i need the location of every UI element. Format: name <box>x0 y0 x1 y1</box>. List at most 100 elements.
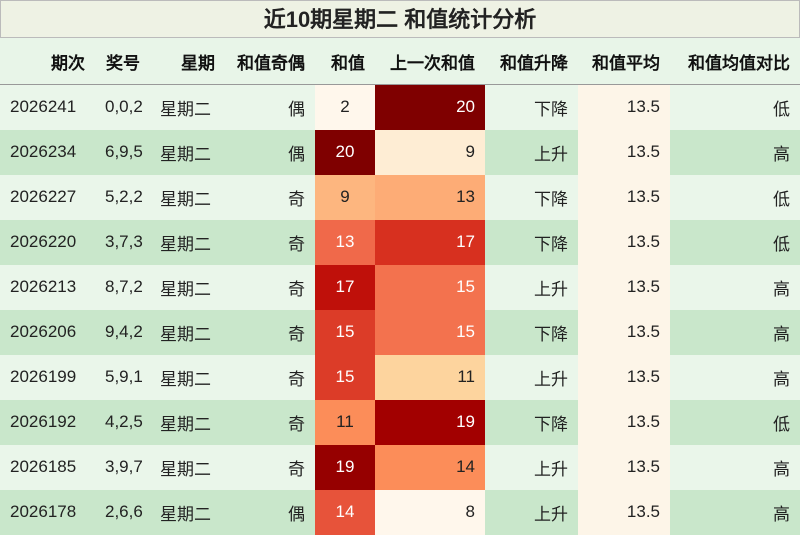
table-cell: 星期二 <box>150 309 225 355</box>
table-cell: 星期二 <box>150 84 225 130</box>
table-cell: 13.5 <box>578 129 670 175</box>
table-cell: 高 <box>670 264 800 310</box>
table-cell: 上升 <box>485 354 578 400</box>
table-cell: 下降 <box>485 174 578 220</box>
table-cell: 9,4,2 <box>95 309 150 355</box>
table-cell: 14 <box>375 444 485 490</box>
table-cell: 15 <box>315 309 375 355</box>
table-cell: 低 <box>670 399 800 445</box>
table-row: 2026192 4,2,5 星期二奇 11 19 下降 13.5 低 <box>0 399 800 445</box>
table-cell: 2026234 <box>0 129 95 175</box>
table-cell: 偶 <box>225 489 315 535</box>
table-cell: 2026199 <box>0 354 95 400</box>
table-cell: 上升 <box>485 489 578 535</box>
table-cell: 上升 <box>485 264 578 310</box>
table-row: 2026227 5,2,2 星期二奇 9 13 下降 13.5 低 <box>0 174 800 220</box>
table-cell: 2026206 <box>0 309 95 355</box>
table-cell: 星期二 <box>150 444 225 490</box>
column-header: 上一次和值 <box>375 38 485 85</box>
table-cell: 13.5 <box>578 399 670 445</box>
table-cell: 2 <box>315 84 375 130</box>
table-cell: 低 <box>670 174 800 220</box>
table-cell: 13.5 <box>578 264 670 310</box>
table-cell: 奇 <box>225 444 315 490</box>
table-cell: 15 <box>375 264 485 310</box>
table-cell: 2026192 <box>0 399 95 445</box>
table-cell: 奇 <box>225 264 315 310</box>
table-row: 2026241 0,0,2 星期二偶 2 20 下降 13.5 低 <box>0 84 800 130</box>
table-cell: 2026185 <box>0 444 95 490</box>
table-cell: 星期二 <box>150 399 225 445</box>
table-cell: 高 <box>670 444 800 490</box>
table-cell: 20 <box>315 129 375 175</box>
table-cell: 2026241 <box>0 84 95 130</box>
table-cell: 2026213 <box>0 264 95 310</box>
table-cell: 13.5 <box>578 174 670 220</box>
table-row: 2026185 3,9,7 星期二奇 19 14 上升 13.5 高 <box>0 444 800 490</box>
table-row: 2026213 8,7,2 星期二奇 17 15 上升 13.5 高 <box>0 264 800 310</box>
table-cell: 13 <box>375 174 485 220</box>
table-cell: 8 <box>375 489 485 535</box>
table: 期次 奖号 星期 和值奇偶 和值 上一次和值 和值升降 和值平均 和值均值对比 2026241 0… <box>0 38 800 535</box>
table-cell: 13.5 <box>578 444 670 490</box>
table-cell: 偶 <box>225 129 315 175</box>
table-cell: 上升 <box>485 129 578 175</box>
table-cell: 15 <box>375 309 485 355</box>
table-cell: 下降 <box>485 399 578 445</box>
table-cell: 11 <box>375 354 485 400</box>
table-cell: 2026220 <box>0 219 95 265</box>
table-cell: 上升 <box>485 444 578 490</box>
table-cell: 15 <box>315 354 375 400</box>
table-cell: 17 <box>375 219 485 265</box>
table-cell: 17 <box>315 264 375 310</box>
table-cell: 高 <box>670 129 800 175</box>
column-header: 和值奇偶 <box>225 38 315 85</box>
table-cell: 高 <box>670 354 800 400</box>
table-cell: 下降 <box>485 84 578 130</box>
table-cell: 星期二 <box>150 174 225 220</box>
table-cell: 20 <box>375 84 485 130</box>
table-cell: 2026178 <box>0 489 95 535</box>
table-cell: 13.5 <box>578 309 670 355</box>
table-cell: 13.5 <box>578 219 670 265</box>
table-cell: 高 <box>670 489 800 535</box>
table-cell: 奇 <box>225 174 315 220</box>
table-cell: 5,9,1 <box>95 354 150 400</box>
column-header: 和值均值对比 <box>670 38 800 85</box>
column-header: 和值平均 <box>578 38 670 85</box>
table-cell: 低 <box>670 219 800 265</box>
table-cell: 13.5 <box>578 84 670 130</box>
table-row: 2026234 6,9,5 星期二偶 20 9 上升 13.5 高 <box>0 129 800 175</box>
table-cell: 4,2,5 <box>95 399 150 445</box>
table-cell: 奇 <box>225 399 315 445</box>
table-cell: 偶 <box>225 84 315 130</box>
table-cell: 19 <box>375 399 485 445</box>
table-cell: 13.5 <box>578 354 670 400</box>
table-cell: 星期二 <box>150 219 225 265</box>
table-cell: 11 <box>315 399 375 445</box>
table-cell: 9 <box>375 129 485 175</box>
table-cell: 6,9,5 <box>95 129 150 175</box>
table-cell: 5,2,2 <box>95 174 150 220</box>
table-cell: 3,7,3 <box>95 219 150 265</box>
column-header: 和值升降 <box>485 38 578 85</box>
table-cell: 低 <box>670 84 800 130</box>
table-cell: 奇 <box>225 309 315 355</box>
table-cell: 19 <box>315 444 375 490</box>
table-cell: 星期二 <box>150 354 225 400</box>
table-title: 近10期星期二 和值统计分析 <box>0 0 800 38</box>
table-cell: 奇 <box>225 354 315 400</box>
table-body: 2026241 0,0,2 星期二偶 2 20 下降 13.5 低 2026234 6,9,5 星期… <box>0 84 800 535</box>
table-cell: 奇 <box>225 219 315 265</box>
table-row: 2026220 3,7,3 星期二奇 13 17 下降 13.5 低 <box>0 219 800 265</box>
table-cell: 14 <box>315 489 375 535</box>
table-cell: 星期二 <box>150 129 225 175</box>
table-cell: 0,0,2 <box>95 84 150 130</box>
table-row: 2026206 9,4,2 星期二奇 15 15 下降 13.5 高 <box>0 309 800 355</box>
table-cell: 8,7,2 <box>95 264 150 310</box>
table-cell: 13 <box>315 219 375 265</box>
table-row: 2026199 5,9,1 星期二奇 15 11 上升 13.5 高 <box>0 354 800 400</box>
table-cell: 下降 <box>485 219 578 265</box>
table-cell: 9 <box>315 174 375 220</box>
